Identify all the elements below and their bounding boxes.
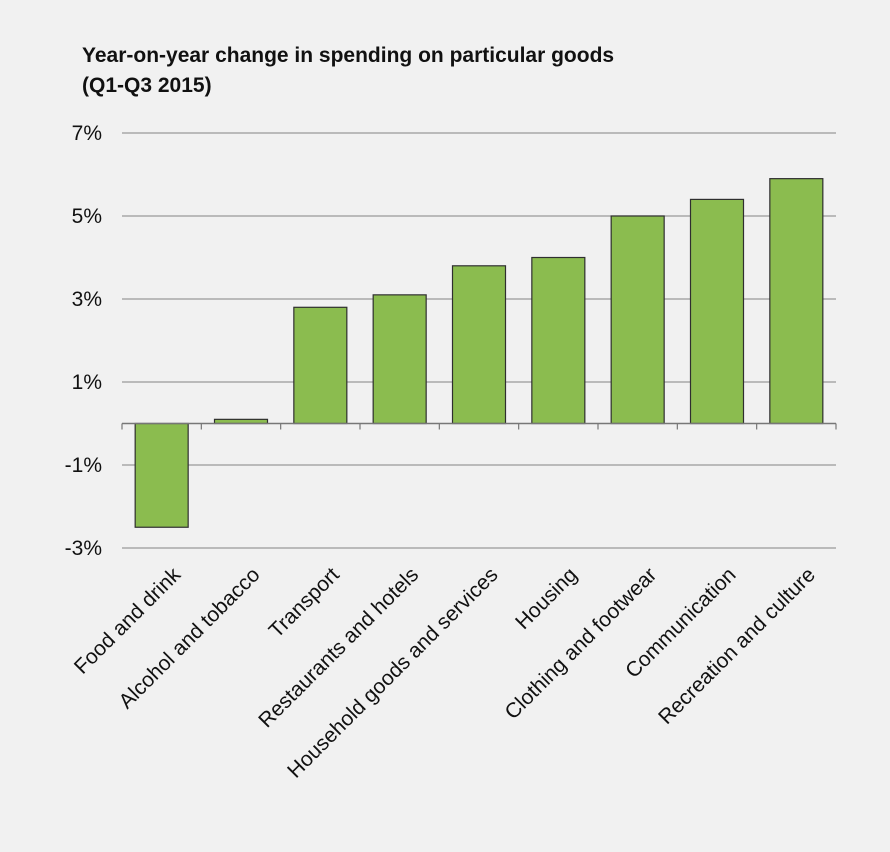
- bars: [134, 178, 824, 528]
- x-tick-label: Transport: [265, 563, 344, 642]
- bar-5: [531, 256, 586, 425]
- y-tick-label: 5%: [72, 205, 102, 228]
- y-axis: 7% 5% 3% 1% -1% -3%: [65, 122, 102, 560]
- x-tick-label: Alcohol and tobacco: [115, 563, 265, 713]
- x-tick-label: Clothing and footwear: [500, 563, 661, 724]
- bar-6: [610, 215, 665, 425]
- y-tick-label: -1%: [65, 454, 102, 477]
- x-tick-label: Recreation and culture: [654, 563, 820, 729]
- bar-4: [451, 265, 507, 425]
- bar-8: [769, 178, 824, 425]
- bar-0: [134, 422, 189, 528]
- chart-subtitle: (Q1-Q3 2015): [82, 74, 212, 97]
- bar-2: [293, 306, 348, 425]
- y-tick-label: 3%: [72, 288, 102, 311]
- chart-title: Year-on-year change in spending on parti…: [82, 44, 615, 67]
- y-tick-label: 7%: [72, 122, 102, 145]
- x-tick-label: Housing: [511, 563, 582, 634]
- y-tick-label: -3%: [65, 537, 102, 560]
- x-axis: [121, 422, 837, 430]
- bar-7: [689, 198, 745, 425]
- bar-3: [372, 294, 427, 425]
- x-tick-label: Restaurants and hotels: [254, 563, 423, 732]
- y-tick-label: 1%: [72, 371, 102, 394]
